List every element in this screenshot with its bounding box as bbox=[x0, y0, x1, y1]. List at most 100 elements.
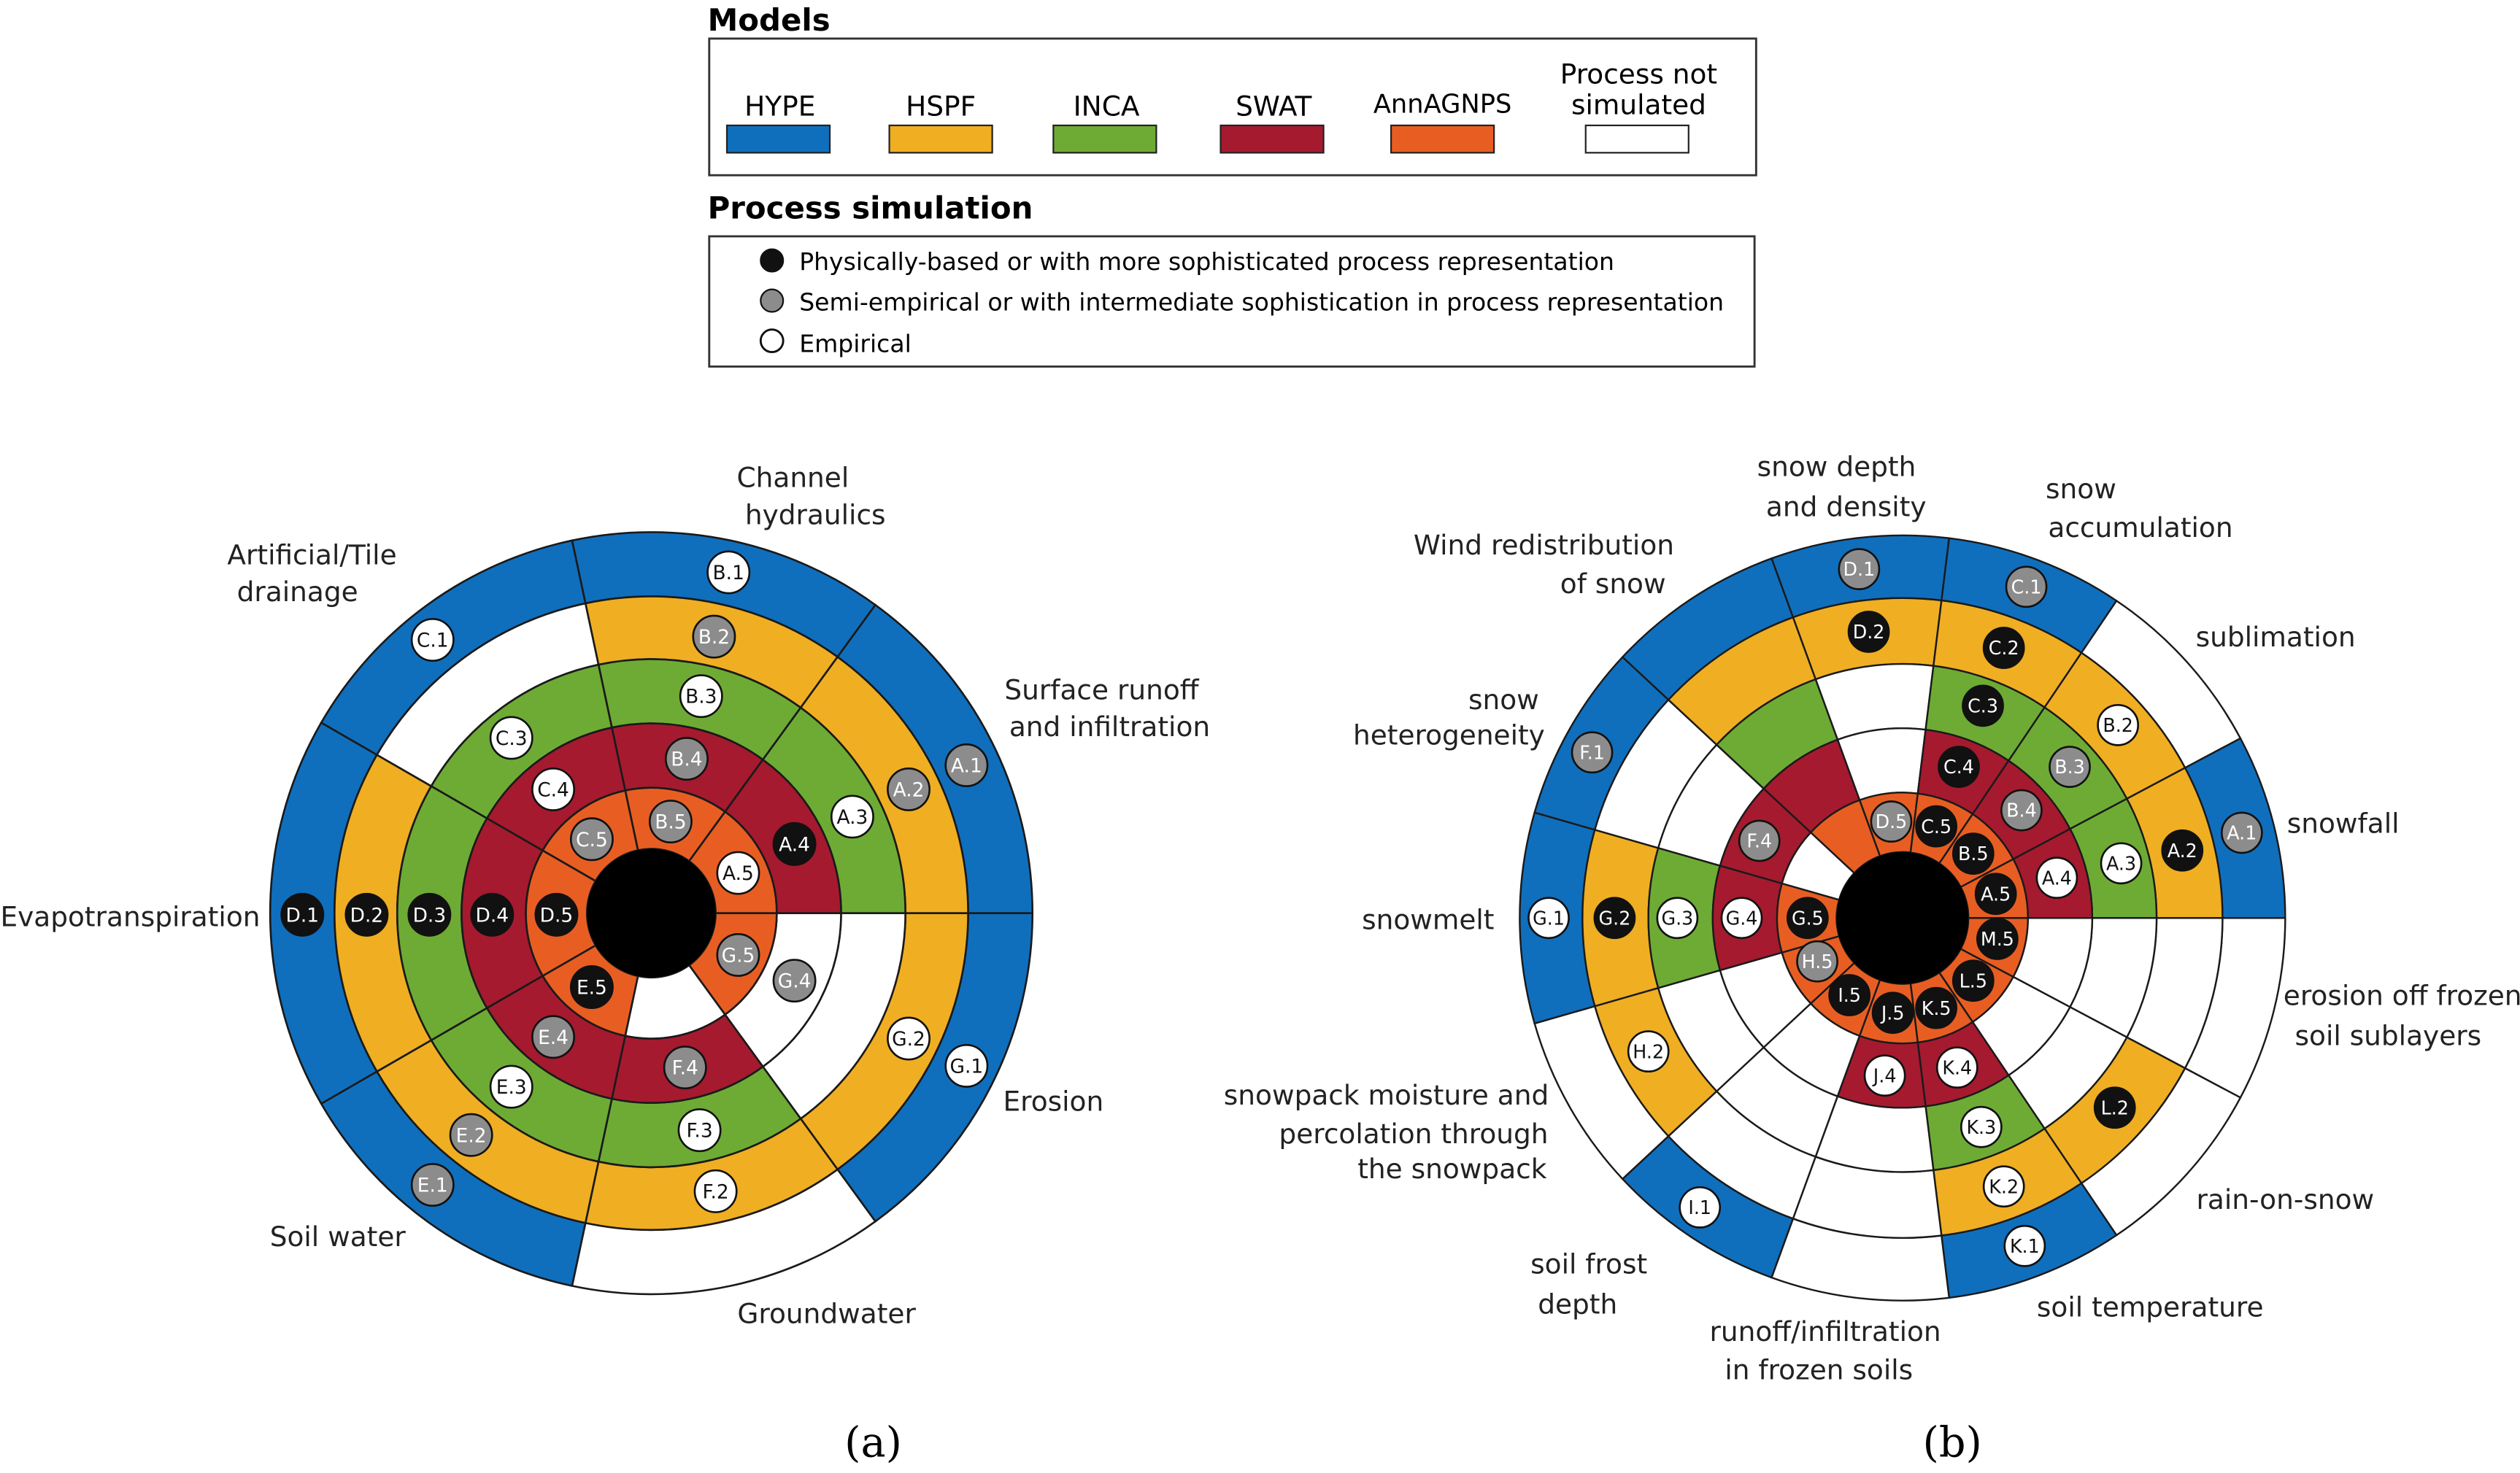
panel-b-marker-K-4: K.4 bbox=[1935, 1046, 1978, 1089]
marker-label: J.4 bbox=[1872, 1064, 1897, 1086]
semi-dot-icon bbox=[1838, 548, 1881, 590]
marker-label: H.5 bbox=[1802, 951, 1833, 973]
marker-label: F.2 bbox=[703, 1180, 729, 1203]
physical-dot-icon bbox=[407, 892, 452, 937]
panel-b-marker-G-5: G.5 bbox=[1786, 897, 1829, 940]
marker-label: M.5 bbox=[1981, 928, 2014, 950]
panel-a-marker-E-2: E.2 bbox=[449, 1113, 493, 1157]
physical-dot-icon bbox=[1938, 746, 1980, 788]
marker-label: E.3 bbox=[496, 1076, 527, 1099]
marker-label: C.5 bbox=[1921, 816, 1951, 838]
panel-b-marker-F-1: F.1 bbox=[1571, 731, 1614, 774]
panel-a-labels: Channel hydraulics Surface runoff and in… bbox=[0, 462, 1210, 1330]
empirical-dot-icon bbox=[1679, 1186, 1722, 1229]
empirical-dot-icon bbox=[830, 795, 874, 839]
models-legend-box bbox=[708, 37, 1757, 177]
marker-label: A.1 bbox=[951, 754, 982, 777]
swat-swatch bbox=[1219, 124, 1325, 154]
semi-dot-icon bbox=[2049, 746, 2091, 788]
hype-label: HYPE bbox=[744, 90, 815, 123]
empirical-dot-icon bbox=[887, 1016, 931, 1061]
label-snow-depth-2: and density bbox=[1766, 490, 1927, 522]
physical-dot-icon bbox=[280, 892, 325, 937]
panel-a-marker-F-3: F.3 bbox=[677, 1108, 722, 1153]
physical-dot-icon bbox=[2161, 829, 2204, 872]
empirical-label: Empirical bbox=[799, 330, 912, 358]
label-soil-temperature: soil temperature bbox=[2037, 1291, 2264, 1323]
marker-label: G.5 bbox=[722, 944, 755, 967]
empirical-dot-icon bbox=[679, 674, 723, 719]
semi-dot-icon bbox=[664, 737, 709, 781]
physical-dot-icon bbox=[1593, 897, 1636, 940]
marker-label: C.2 bbox=[1989, 637, 2019, 659]
panel-a-marker-B-5: B.5 bbox=[648, 800, 693, 844]
physical-dot-icon bbox=[2093, 1086, 2136, 1129]
panel-a-marker-G-4: G.4 bbox=[772, 959, 817, 1003]
marker-label: A.1 bbox=[2227, 822, 2257, 844]
label-erosion-frozen-2: soil sublayers bbox=[2295, 1019, 2482, 1051]
semi-dot-icon bbox=[887, 767, 931, 811]
physical-dot-icon bbox=[772, 821, 817, 866]
not-simulated-label-1: Process not bbox=[1560, 58, 1717, 90]
panel-b-labels: snow depth and density snow accumulation… bbox=[1224, 450, 2520, 1385]
inca-label: INCA bbox=[1074, 90, 1140, 123]
empirical-dot-icon bbox=[2100, 842, 2143, 885]
marker-label: F.3 bbox=[686, 1120, 712, 1143]
process-legend-box bbox=[708, 235, 1756, 368]
panel-b-marker-J-4: J.4 bbox=[1863, 1054, 1906, 1097]
panel-a-wheel: B.1 B.2 B.3 B.4 B.5 A.1 A.2 A.3 A.4 A.5 G.1 G.2 G.4 G… bbox=[269, 531, 1034, 1296]
marker-label: E.4 bbox=[538, 1027, 569, 1049]
marker-label: G.1 bbox=[1533, 907, 1565, 929]
empirical-dot-icon bbox=[1935, 1046, 1978, 1089]
panel-b-marker-M-5: M.5 bbox=[1976, 918, 2019, 960]
panel-a-marker-F-2: F.2 bbox=[693, 1169, 738, 1213]
marker-label: D.3 bbox=[413, 904, 447, 927]
panel-a-marker-A-3: A.3 bbox=[830, 795, 874, 839]
marker-label: B.3 bbox=[2054, 756, 2085, 778]
label-erosion-frozen-1: erosion off frozen bbox=[2284, 979, 2520, 1011]
empirical-dot-icon bbox=[1982, 1165, 2025, 1208]
marker-label: I.5 bbox=[1838, 984, 1861, 1006]
label-snowfall: snowfall bbox=[2287, 807, 2400, 839]
panel-b-marker-G-3: G.3 bbox=[1656, 897, 1699, 940]
label-soil-frost-1: soil frost bbox=[1530, 1248, 1647, 1280]
marker-label: A.2 bbox=[2168, 840, 2197, 862]
label-groundwater: Groundwater bbox=[737, 1298, 916, 1330]
panel-b-marker-B-3: B.3 bbox=[2049, 746, 2091, 788]
marker-label: A.4 bbox=[2042, 867, 2072, 889]
physical-dot-icon bbox=[1982, 627, 2025, 669]
marker-label: G.4 bbox=[1726, 907, 1758, 929]
panel-a-marker-A-5: A.5 bbox=[716, 851, 760, 895]
empirical-dot-icon bbox=[1627, 1030, 1670, 1073]
empirical-dot-icon bbox=[1720, 897, 1763, 940]
empirical-dot-icon bbox=[2035, 857, 2078, 900]
panel-a-marker-C-3: C.3 bbox=[489, 716, 533, 760]
semi-dot-icon bbox=[944, 743, 989, 787]
panel-b-wheel: D.1 D.2 D.5 C.1 C.2 C.3 C.4 C.5 B.2 B.3 B.4 B.5 A.1 A… bbox=[1519, 534, 2286, 1302]
semi-dot-icon bbox=[1796, 940, 1838, 983]
panel-b-marker-A-5: A.5 bbox=[1974, 873, 2017, 916]
empirical-dot-icon bbox=[2003, 1224, 2046, 1267]
marker-label: B.4 bbox=[2006, 800, 2037, 821]
semi-dot-icon bbox=[716, 932, 760, 977]
marker-label: B.5 bbox=[1958, 843, 1989, 865]
label-snowpack-moisture-3: the snowpack bbox=[1357, 1153, 1546, 1185]
panel-b-marker-G-4: G.4 bbox=[1720, 897, 1763, 940]
panel-a-marker-C-5: C.5 bbox=[569, 817, 614, 862]
label-snow-depth-1: snow depth bbox=[1757, 450, 1916, 482]
panel-b-marker-B-2: B.2 bbox=[2097, 703, 2140, 746]
panel-a-marker-A-4: A.4 bbox=[772, 821, 817, 866]
label-snow-heterogeneity-2: heterogeneity bbox=[1353, 719, 1545, 751]
empirical-dot-icon bbox=[706, 550, 751, 595]
label-snow-accumulation-2: accumulation bbox=[2048, 511, 2232, 544]
physical-dot-icon bbox=[534, 892, 579, 937]
marker-label: F.4 bbox=[1746, 830, 1772, 852]
marker-label: G.2 bbox=[892, 1028, 925, 1051]
panel-b-marker-C-2: C.2 bbox=[1982, 627, 2025, 669]
not-simulated-swatch bbox=[1584, 124, 1689, 154]
semi-dot-icon bbox=[2005, 565, 2048, 608]
panel-b-marker-C-4: C.4 bbox=[1938, 746, 1980, 788]
marker-label: C.3 bbox=[496, 727, 528, 750]
semi-dot-icon bbox=[692, 614, 736, 659]
marker-label: K.2 bbox=[1989, 1175, 2019, 1197]
